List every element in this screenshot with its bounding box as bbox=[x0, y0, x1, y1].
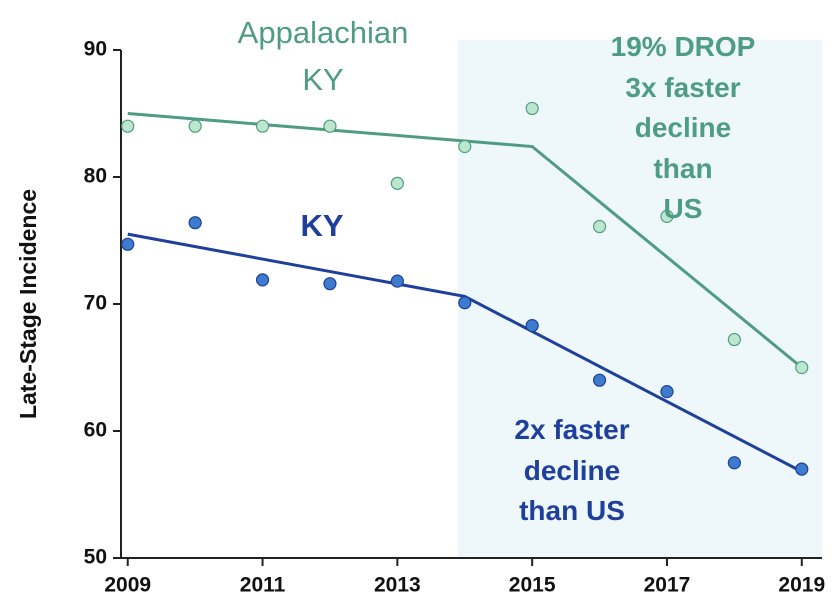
x-tick-label: 2019 bbox=[778, 574, 825, 597]
data-point bbox=[121, 119, 135, 133]
y-tick-label: 90 bbox=[84, 38, 107, 61]
data-point bbox=[660, 385, 674, 399]
data-point bbox=[795, 360, 809, 375]
y-tick-label: 80 bbox=[84, 165, 107, 188]
data-point bbox=[255, 119, 270, 133]
y-tick-label: 70 bbox=[84, 292, 107, 315]
x-tick-label: 2013 bbox=[374, 574, 421, 597]
data-point bbox=[323, 277, 337, 291]
data-point bbox=[323, 119, 337, 133]
data-point bbox=[727, 456, 741, 470]
data-point bbox=[525, 101, 539, 116]
series-label: KY bbox=[300, 208, 344, 243]
data-point bbox=[188, 216, 202, 230]
data-point bbox=[458, 139, 472, 154]
data-point bbox=[795, 462, 809, 476]
data-point bbox=[121, 237, 135, 251]
data-point bbox=[525, 318, 539, 333]
shaded-region bbox=[458, 40, 822, 558]
x-tick-label: 2011 bbox=[240, 574, 286, 597]
y-tick-label: 50 bbox=[84, 546, 107, 569]
annotation: 2x faster decline than US bbox=[514, 414, 630, 527]
x-tick-label: 2015 bbox=[509, 574, 556, 597]
y-axis-label: Late-Stage Incidence bbox=[15, 189, 41, 419]
data-point bbox=[727, 332, 741, 347]
data-point bbox=[390, 274, 404, 288]
data-point bbox=[592, 373, 607, 387]
data-point bbox=[660, 209, 674, 223]
data-point bbox=[188, 119, 202, 133]
x-tick-label: 2017 bbox=[644, 574, 691, 597]
data-point bbox=[390, 176, 404, 190]
annotation: 19% DROP 3x faster decline than US bbox=[610, 31, 756, 225]
x-tick-label: 2009 bbox=[104, 574, 151, 597]
y-tick-label: 60 bbox=[84, 419, 107, 442]
data-point bbox=[592, 219, 607, 234]
data-point bbox=[255, 273, 270, 287]
data-point bbox=[458, 296, 472, 310]
series-label: Appalachian KY bbox=[237, 15, 409, 97]
